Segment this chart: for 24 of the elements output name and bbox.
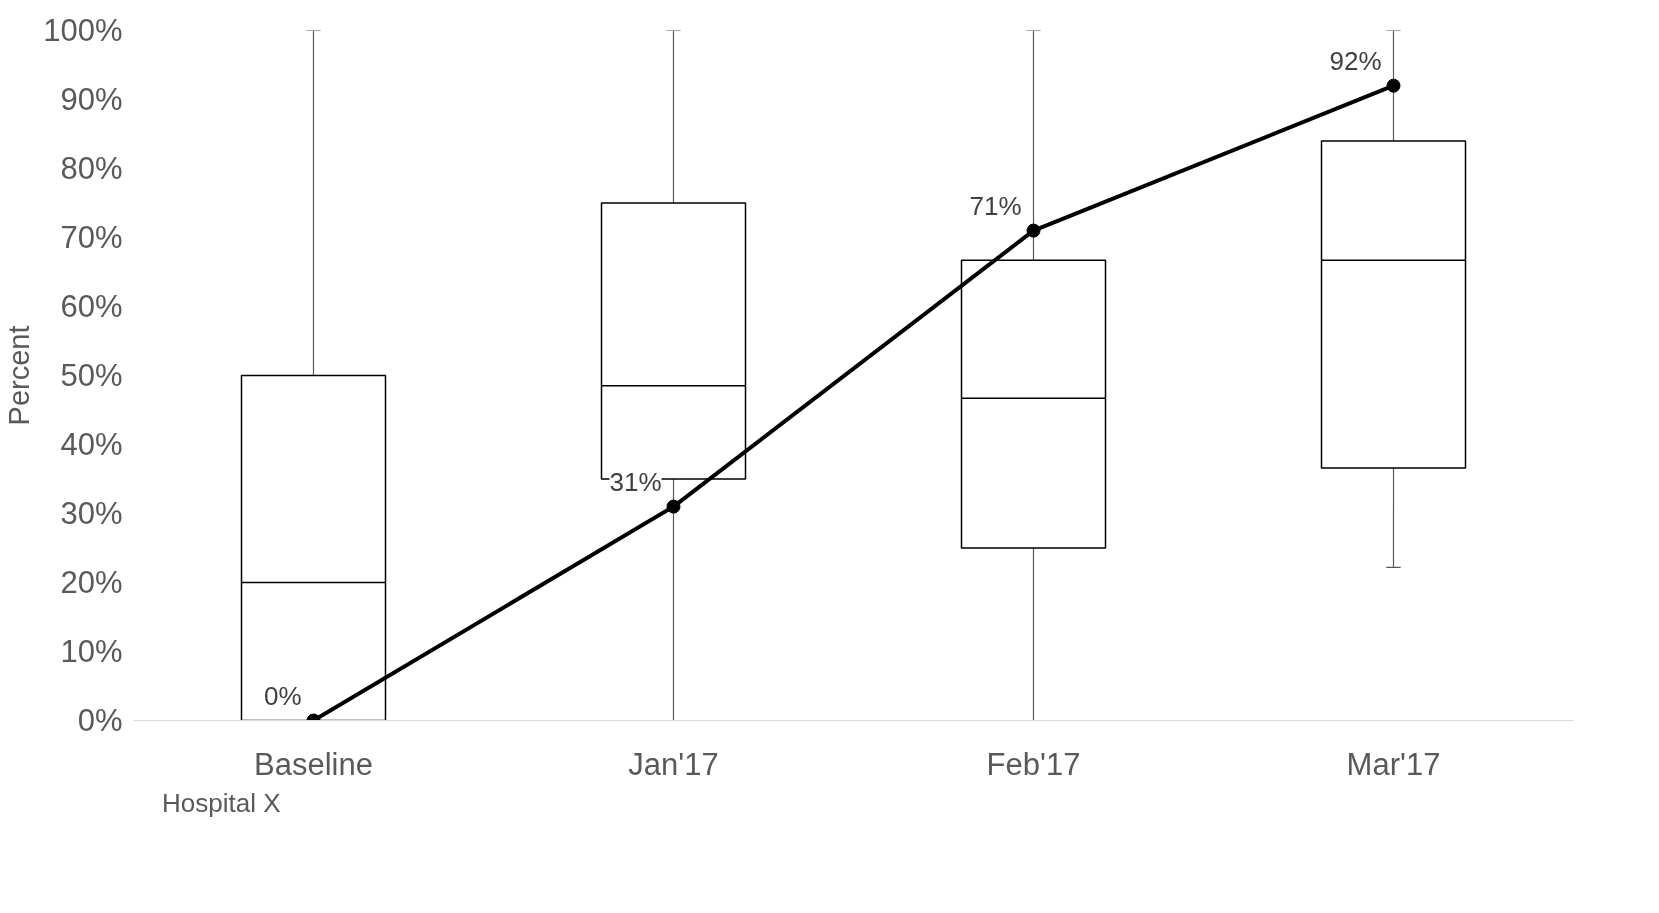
y-tick-label: 100% xyxy=(43,13,123,48)
data-label: 0% xyxy=(263,680,302,711)
y-axis-title: Percent xyxy=(3,325,36,426)
point xyxy=(1386,78,1401,93)
y-tick-label: 20% xyxy=(60,565,123,600)
x-tick-label: Baseline xyxy=(254,746,373,782)
y-tick-label: 10% xyxy=(60,634,123,669)
y-tick-label: 90% xyxy=(60,82,123,117)
point xyxy=(666,499,681,514)
y-tick-label: 80% xyxy=(60,151,123,186)
data-label: 31% xyxy=(609,466,662,497)
y-tick-label: 60% xyxy=(60,289,123,324)
y-tick-label: 30% xyxy=(60,496,123,531)
y-tick-label: 40% xyxy=(60,427,123,462)
text: Hospital X xyxy=(162,788,281,819)
data-label: 92% xyxy=(1329,45,1382,76)
x-tick-label: Mar'17 xyxy=(1346,746,1441,782)
y-tick-label: 50% xyxy=(60,358,123,393)
point xyxy=(1026,223,1041,238)
x-tick-label: Jan'17 xyxy=(628,746,719,782)
data-label: 71% xyxy=(969,190,1022,221)
y-tick-label: 0% xyxy=(77,703,123,738)
y-tick-label: 70% xyxy=(60,220,123,255)
x-tick-label: Feb'17 xyxy=(986,746,1081,782)
